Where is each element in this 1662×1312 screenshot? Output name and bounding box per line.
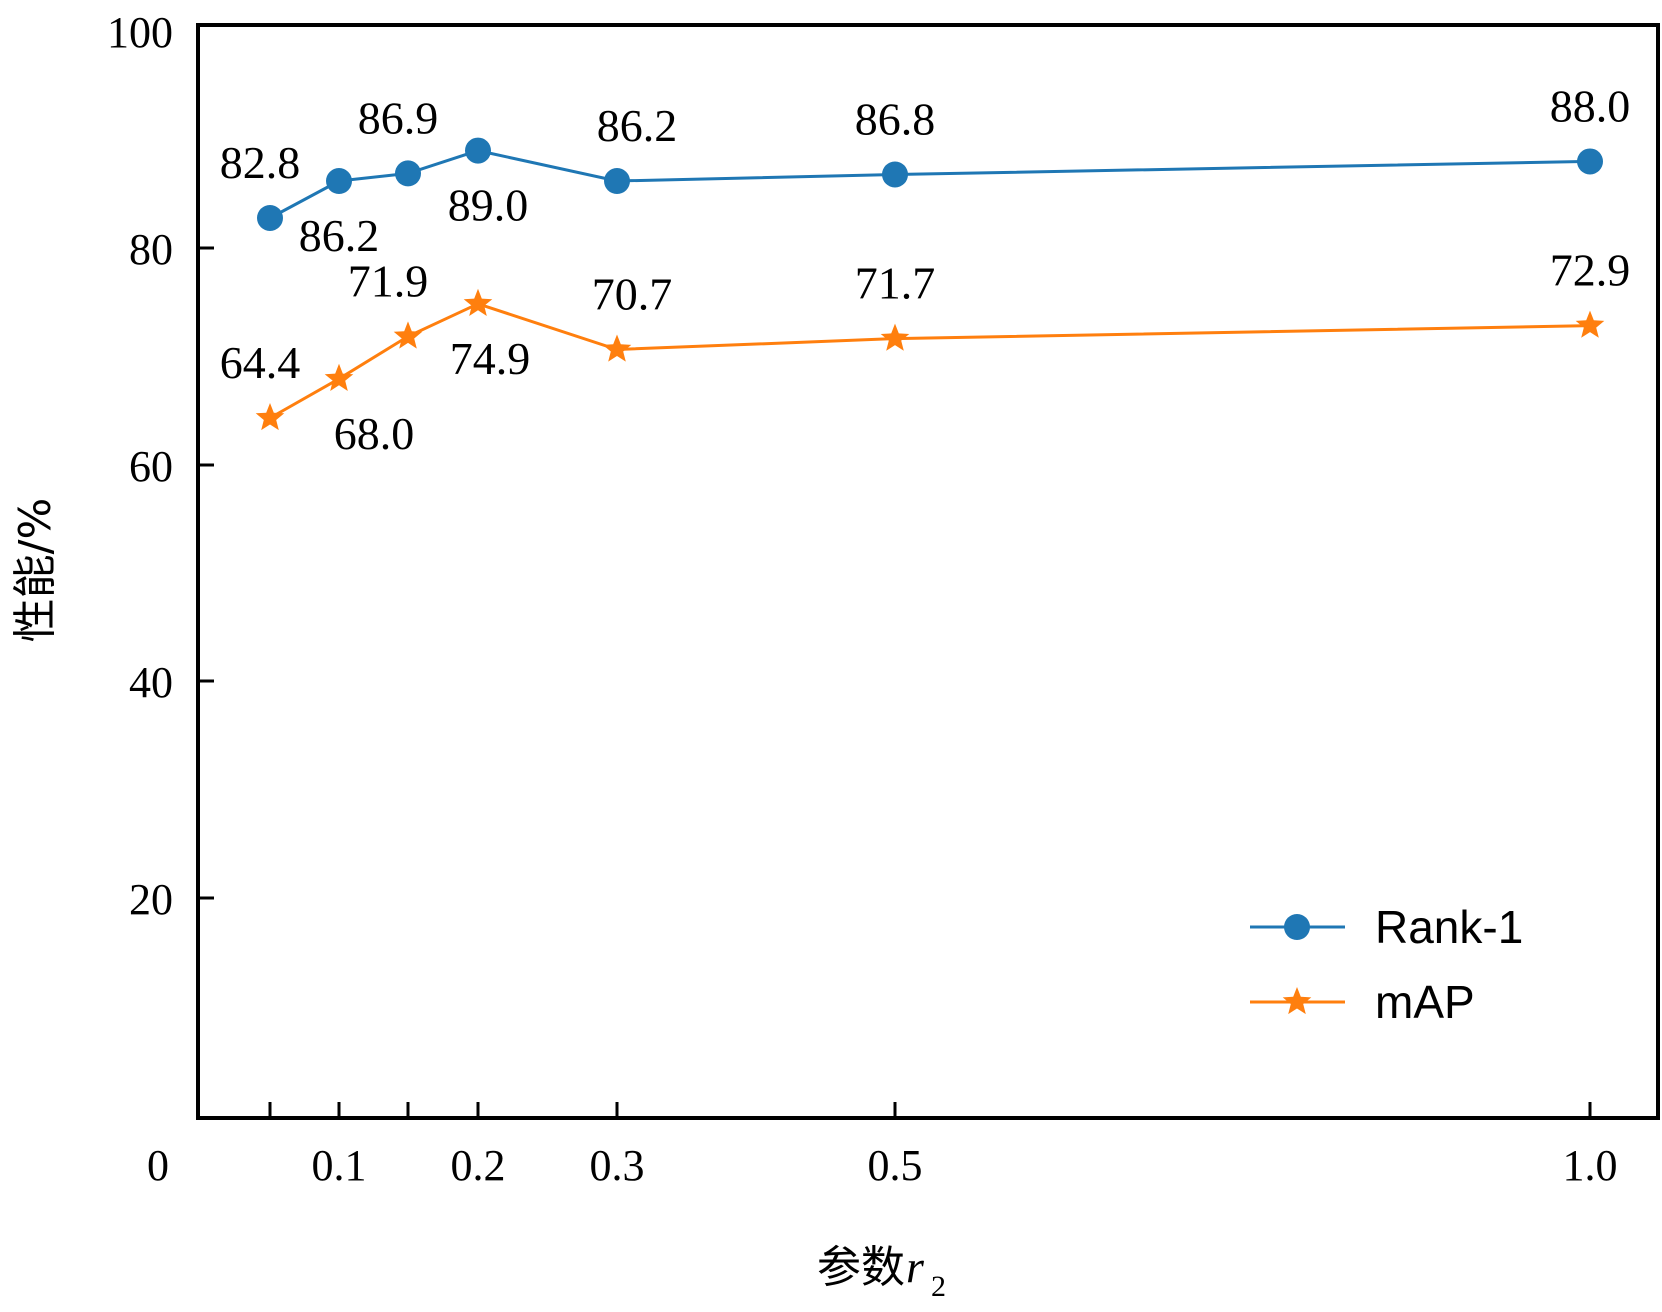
x-axis-title-subscript: 2 xyxy=(931,1270,946,1303)
data-label-rank-1: 89.0 xyxy=(448,180,529,231)
data-label-rank-1: 86.9 xyxy=(358,92,439,143)
data-point-map xyxy=(880,323,910,351)
data-label-map: 64.4 xyxy=(220,337,301,388)
x-axis-title-prefix: 参数 xyxy=(817,1242,905,1293)
data-label-rank-1: 86.8 xyxy=(855,93,936,144)
x-tick-label: 0.5 xyxy=(868,1141,923,1190)
data-label-map: 70.7 xyxy=(592,268,673,319)
y-tick-label: 40 xyxy=(129,658,173,707)
y-axis: 20 40 60 80 100 xyxy=(107,8,214,924)
data-point-map xyxy=(463,288,493,316)
data-point-rank-1 xyxy=(395,160,421,187)
data-label-map: 71.7 xyxy=(855,258,936,309)
legend-marker-rank-1 xyxy=(1284,914,1310,940)
data-point-map xyxy=(1575,310,1605,338)
y-axis-title: 性能/% xyxy=(10,498,61,643)
data-label-rank-1: 82.8 xyxy=(220,137,301,188)
data-point-map xyxy=(324,363,354,391)
data-point-rank-1 xyxy=(465,137,491,164)
x-axis: 0.1 0.2 0.3 0.5 1.0 0 xyxy=(147,1102,1618,1190)
x-axis-title: 参数 xyxy=(817,1242,905,1293)
x-tick-label: 1.0 xyxy=(1563,1141,1618,1190)
plot-frame xyxy=(196,23,1660,1120)
data-point-rank-1 xyxy=(604,168,630,195)
y-tick-label: 20 xyxy=(129,875,173,924)
data-point-rank-1 xyxy=(882,161,908,188)
y-tick-label: 80 xyxy=(129,225,173,274)
legend-marker-map xyxy=(1282,987,1312,1015)
data-point-map xyxy=(255,403,285,431)
data-labels: 82.8 86.2 86.9 89.0 86.2 86.8 88.0 64.4 … xyxy=(220,80,1631,458)
data-point-rank-1 xyxy=(326,168,352,195)
legend: Rank-1 mAP xyxy=(1250,901,1523,1028)
y-tick-label: 60 xyxy=(129,442,173,491)
series-markers xyxy=(255,137,1605,431)
data-label-rank-1: 88.0 xyxy=(1550,80,1631,131)
legend-label-map: mAP xyxy=(1375,976,1475,1028)
data-label-rank-1: 86.2 xyxy=(597,100,678,151)
legend-label-rank-1: Rank-1 xyxy=(1375,901,1523,953)
x-origin-label: 0 xyxy=(147,1141,169,1190)
data-point-map xyxy=(602,334,632,362)
data-label-map: 72.9 xyxy=(1550,245,1631,296)
data-point-map xyxy=(393,321,423,349)
data-label-rank-1: 86.2 xyxy=(299,210,380,261)
data-point-rank-1 xyxy=(1577,148,1603,175)
x-tick-label: 0.2 xyxy=(451,1141,506,1190)
y-tick-label: 100 xyxy=(107,8,173,57)
data-label-map: 68.0 xyxy=(334,408,415,459)
x-tick-label: 0.1 xyxy=(312,1141,367,1190)
data-point-rank-1 xyxy=(257,204,283,231)
data-label-map: 74.9 xyxy=(450,333,531,384)
x-axis-title-variable: r xyxy=(906,1241,925,1292)
data-label-map: 71.9 xyxy=(348,255,429,306)
x-tick-label: 0.3 xyxy=(590,1141,645,1190)
